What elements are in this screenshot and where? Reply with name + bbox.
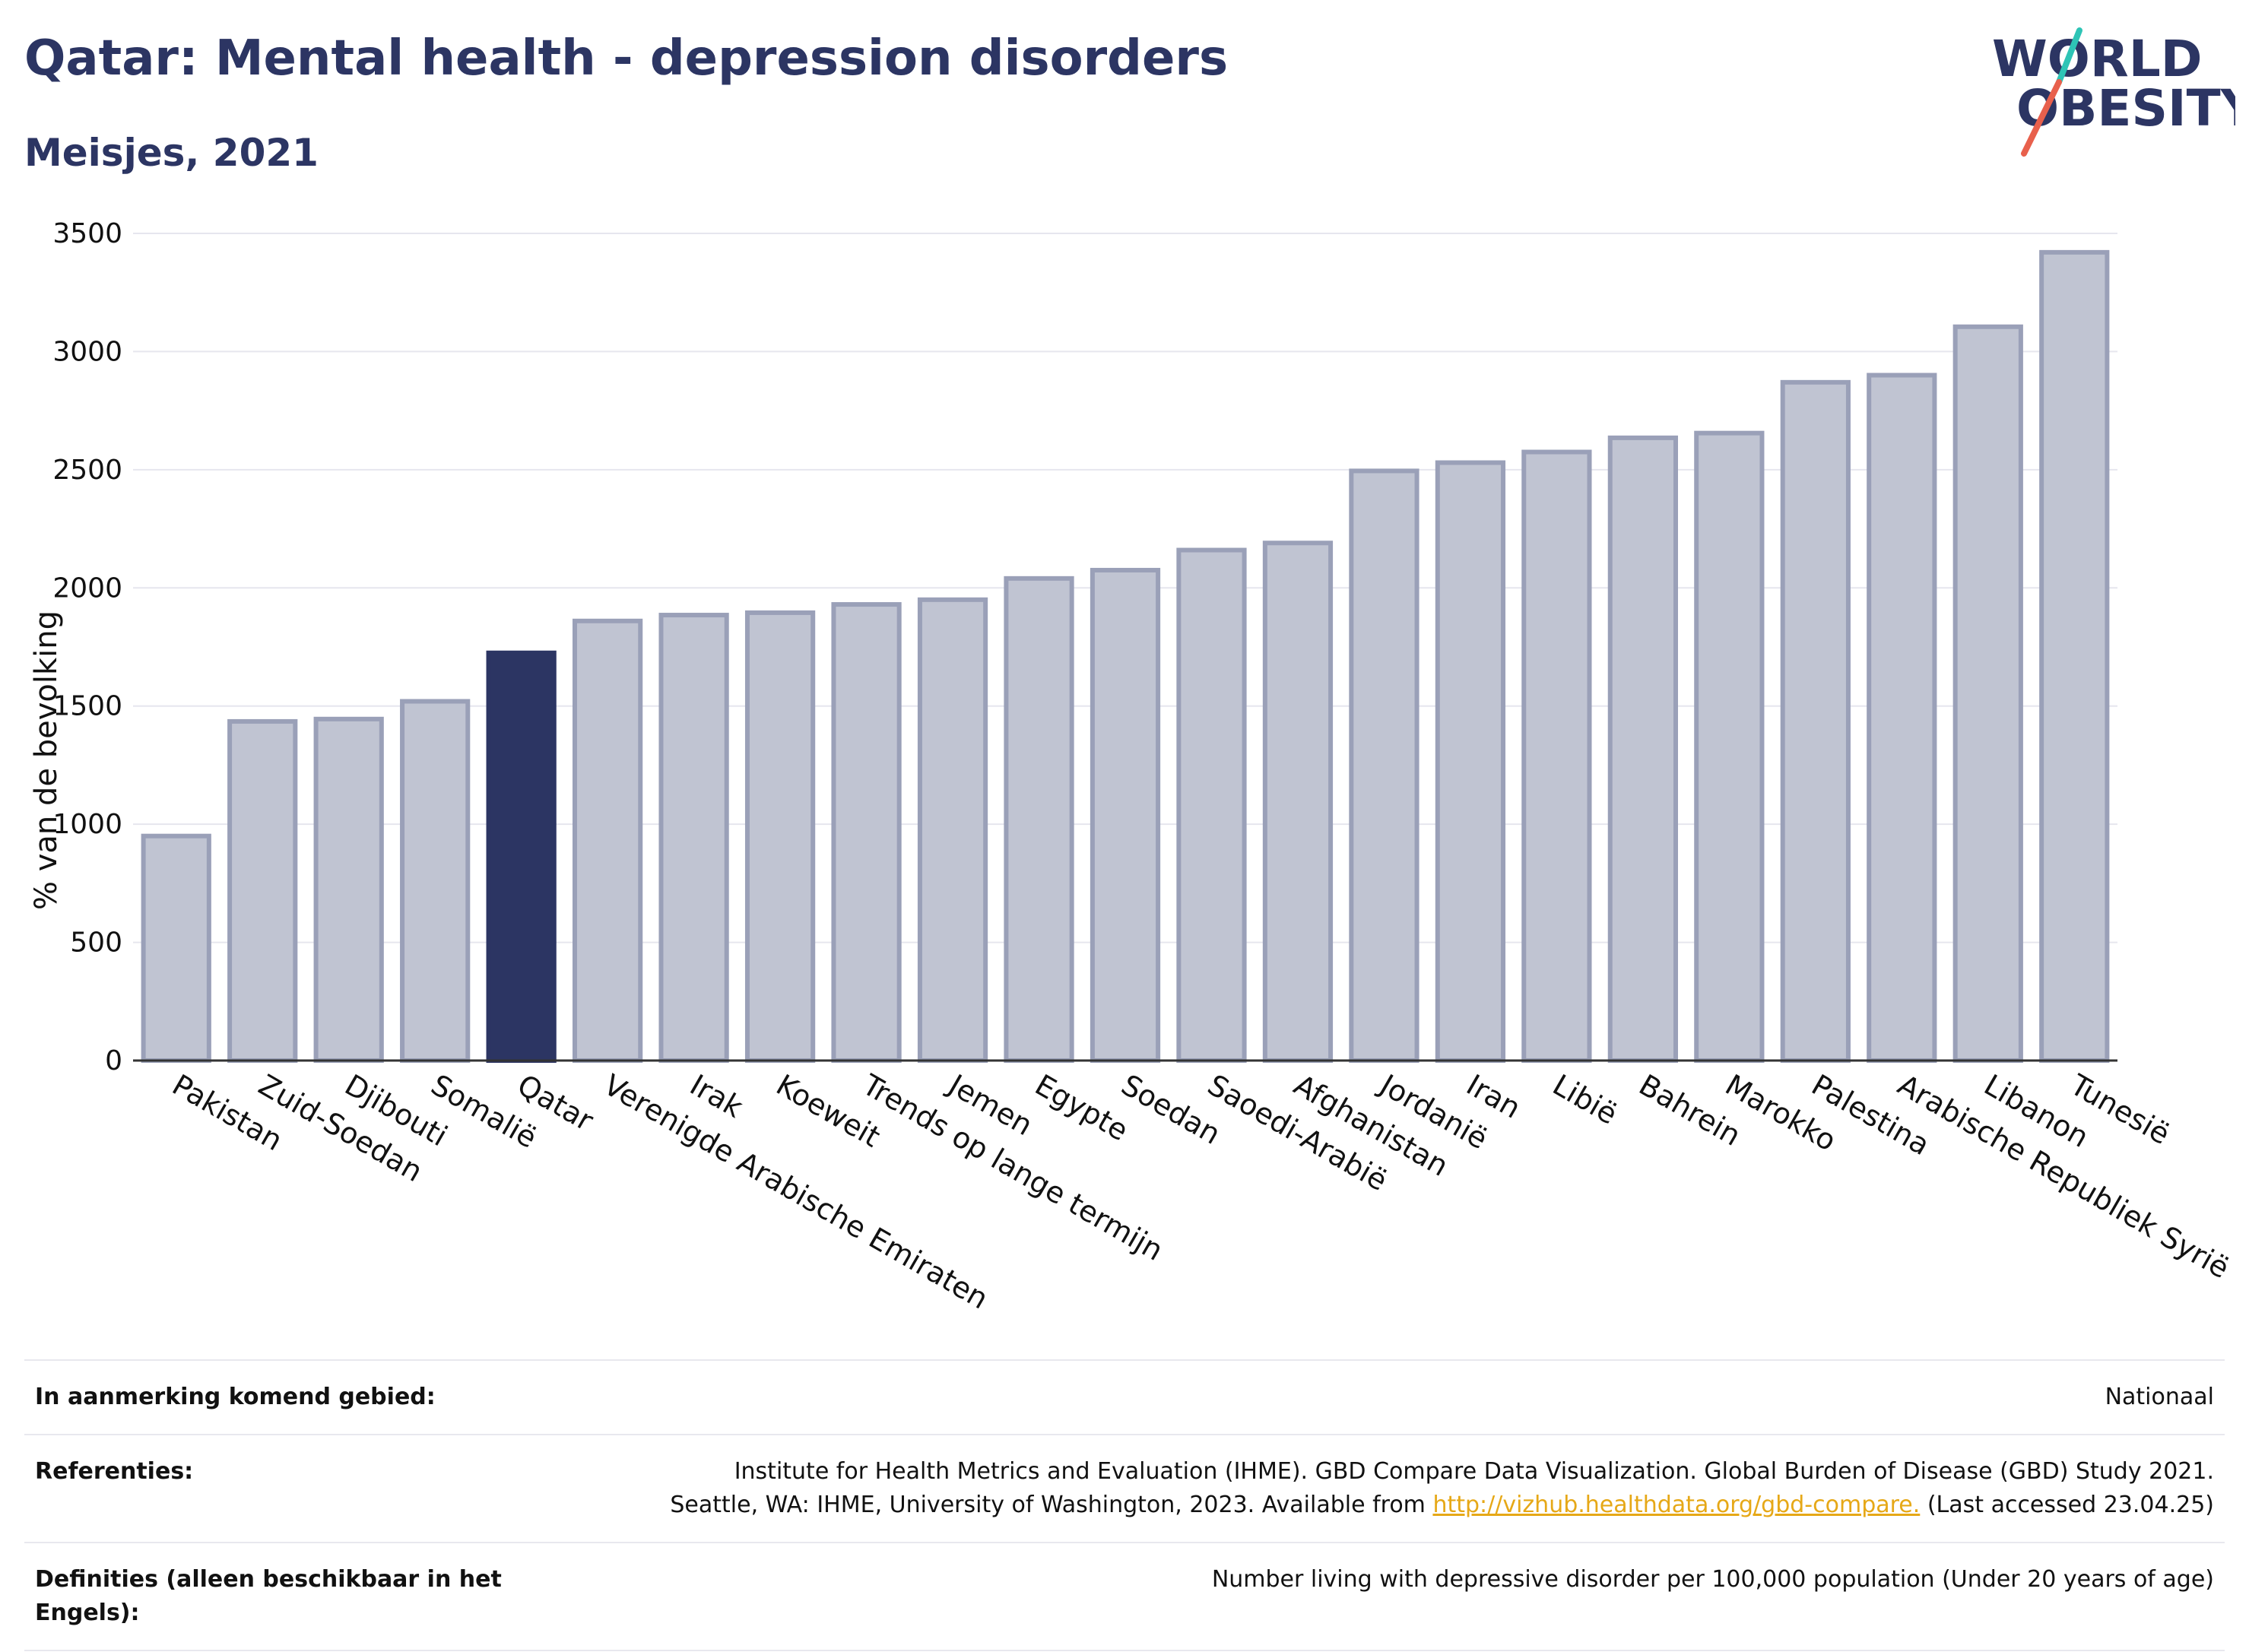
bar-highlighted — [486, 650, 557, 1063]
x-category-labels: PakistanZuid-SoedanDjiboutiSomaliëQatarV… — [167, 1067, 2235, 1316]
bar — [831, 602, 902, 1063]
bar — [1521, 449, 1592, 1063]
y-tick-label: 3500 — [52, 218, 122, 249]
bars — [141, 249, 2110, 1064]
metadata-table: In aanmerking komend gebied: Nationaal R… — [24, 1359, 2225, 1651]
bar — [1780, 379, 1851, 1063]
bar — [1607, 435, 1678, 1063]
bar — [658, 613, 729, 1063]
bar — [1435, 460, 1506, 1063]
reference-link[interactable]: http://vizhub.healthdata.org/gbd-compare… — [1432, 1492, 1921, 1518]
bar — [744, 610, 816, 1063]
reference-line-2-end: (Last accessed 23.04.25) — [1920, 1492, 2214, 1518]
bar — [917, 597, 988, 1063]
meta-value-references: Institute for Health Metrics and Evaluat… — [522, 1434, 2225, 1543]
x-category-label: Arabische Republiek Syrië — [1892, 1068, 2235, 1286]
meta-value-definitions: Number living with depressive disorder p… — [522, 1542, 2225, 1651]
meta-value-area: Nationaal — [522, 1359, 2225, 1435]
chart-title: Qatar: Mental health - depression disord… — [24, 30, 1229, 87]
world-obesity-logo: WORLD OBESITY — [1992, 27, 2235, 157]
bar — [1349, 468, 1420, 1063]
meta-key-definitions: Definities (alleen beschikbaar in het En… — [24, 1542, 522, 1651]
bar — [1004, 576, 1074, 1063]
bar — [1867, 373, 1937, 1063]
bar — [313, 716, 384, 1063]
y-tick-label: 3000 — [52, 336, 122, 367]
logo-slash-red — [2021, 79, 2062, 157]
logo-word-world: WORLD — [1992, 30, 2203, 88]
y-tick-label: 0 — [105, 1045, 122, 1076]
bar — [1952, 324, 2023, 1063]
bar — [2039, 249, 2110, 1064]
reference-line-1: Institute for Health Metrics and Evaluat… — [734, 1458, 2214, 1485]
x-category-label: Egypte — [1029, 1068, 1134, 1148]
bar — [1694, 430, 1765, 1063]
y-tick-label: 2500 — [52, 455, 122, 486]
reference-line-2-start: Seattle, WA: IHME, University of Washing… — [670, 1492, 1433, 1518]
bar — [1262, 541, 1334, 1063]
meta-row-references: Referenties: Institute for Health Metric… — [24, 1434, 2225, 1543]
y-tick-label: 2000 — [52, 572, 122, 604]
y-tick-label: 500 — [70, 927, 122, 959]
bar-chart: 0 500 1000 1500 2000 2500 3000 3500 PakistanZui… — [29, 218, 2235, 1316]
y-tick-label: 1000 — [52, 809, 122, 840]
meta-row-definitions: Definities (alleen beschikbaar in het En… — [24, 1542, 2225, 1651]
chart-subtitle: Meisjes, 2021 — [24, 131, 319, 175]
meta-key-area: In aanmerking komend gebied: — [24, 1359, 522, 1435]
meta-key-references: Referenties: — [24, 1434, 522, 1543]
bar — [227, 718, 298, 1063]
bar — [141, 833, 211, 1063]
logo-slash-teal — [2056, 27, 2082, 85]
meta-row-area: In aanmerking komend gebied: Nationaal — [24, 1359, 2225, 1435]
x-category-label: Soedan — [1116, 1068, 1226, 1151]
bar — [573, 618, 643, 1063]
y-tick-label: 1500 — [52, 691, 122, 722]
y-axis-title: % van de bevolking — [29, 610, 64, 910]
y-tick-labels: 0 500 1000 1500 2000 2500 3000 3500 — [52, 218, 122, 1076]
bar — [1176, 547, 1247, 1063]
bar — [400, 699, 471, 1063]
x-category-label: Libië — [1547, 1068, 1623, 1131]
bar — [1090, 567, 1161, 1063]
